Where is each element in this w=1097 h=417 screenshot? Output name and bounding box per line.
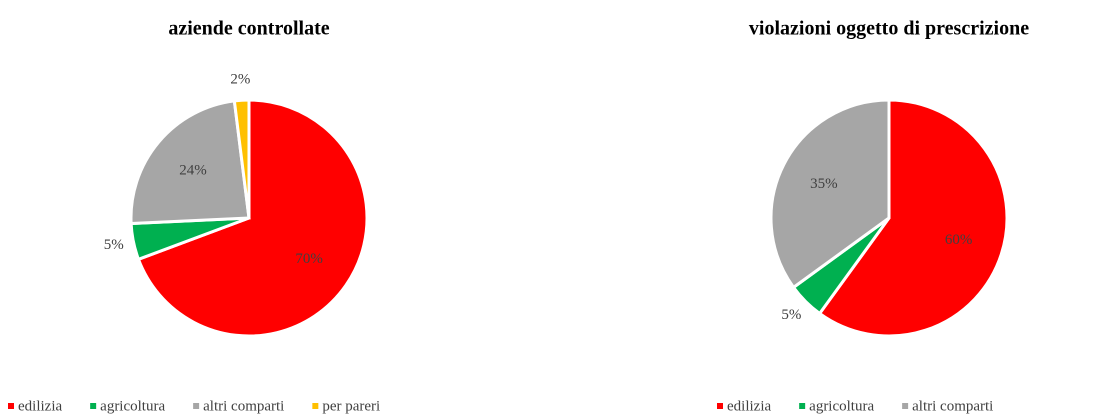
- data-label: 35%: [810, 176, 838, 192]
- data-label: 5%: [104, 237, 124, 253]
- pie-slice: [129, 99, 251, 226]
- legend-swatch: [717, 403, 723, 409]
- chart-title: violazioni oggetto di prescrizione: [749, 18, 1029, 40]
- pie-slice: [136, 98, 369, 338]
- data-label: 70%: [295, 251, 323, 267]
- legend-swatch: [90, 403, 97, 409]
- legend-label: per pareri: [322, 398, 380, 414]
- legend-swatch: [799, 403, 806, 409]
- pie-slice: [769, 98, 891, 290]
- legend-swatch: [312, 403, 319, 409]
- chart-title: aziende controllate: [168, 18, 329, 40]
- legend-label: edilizia: [18, 398, 62, 414]
- legend-swatch: [902, 403, 909, 409]
- legend-label: altri comparti: [912, 398, 993, 414]
- legend-label: agricoltura: [809, 398, 874, 414]
- pie-slice: [232, 98, 251, 219]
- legend-label: edilizia: [727, 398, 771, 414]
- data-label: 2%: [230, 72, 250, 88]
- data-label: 5%: [781, 307, 801, 323]
- legend-label: altri comparti: [203, 398, 284, 414]
- legend-swatch: [8, 403, 14, 409]
- data-label: 24%: [179, 162, 207, 178]
- legend-label: agricoltura: [100, 398, 165, 414]
- legend-swatch: [193, 403, 200, 409]
- data-label: 60%: [945, 232, 973, 248]
- pie-slice: [817, 98, 1009, 338]
